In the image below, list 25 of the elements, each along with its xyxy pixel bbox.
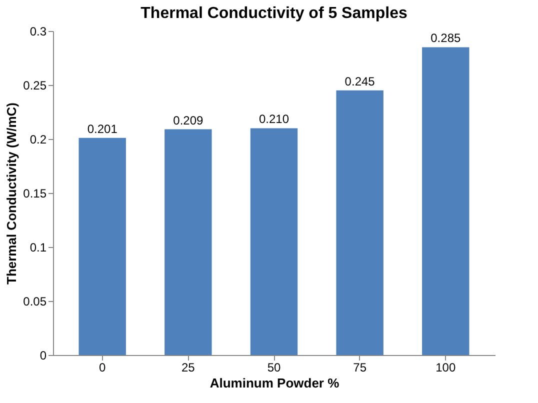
data-label: 0.201 (87, 122, 118, 136)
bar (336, 90, 384, 355)
bar (422, 47, 470, 355)
y-axis-title: Thermal Conductivity (W/mC) (4, 102, 20, 285)
x-tick-label: 100 (436, 360, 456, 374)
bar (164, 129, 212, 355)
x-tick-label: 25 (181, 360, 196, 374)
y-tick-label: 0 (40, 348, 47, 362)
chart-title: Thermal Conductivity of 5 Samples (140, 5, 408, 22)
y-tick-label: 0.1 (30, 240, 47, 254)
x-tick-label: 50 (267, 360, 281, 374)
x-axis-title: Aluminum Powder % (210, 376, 340, 390)
y-tick-label: 0.05 (23, 294, 47, 308)
data-label: 0.245 (344, 74, 376, 88)
x-tick-label: 75 (353, 360, 367, 374)
bar (250, 128, 298, 355)
y-tick-label: 0.2 (30, 132, 47, 146)
y-tick-label: 0.15 (23, 186, 47, 200)
data-label: 0.285 (430, 31, 461, 46)
data-label: 0.209 (173, 113, 204, 128)
y-tick-label: 0.3 (30, 24, 47, 38)
y-tick-label: 0.25 (23, 78, 47, 92)
data-label: 0.210 (258, 112, 290, 126)
bar (78, 138, 126, 355)
x-tick-label: 0 (99, 360, 106, 374)
